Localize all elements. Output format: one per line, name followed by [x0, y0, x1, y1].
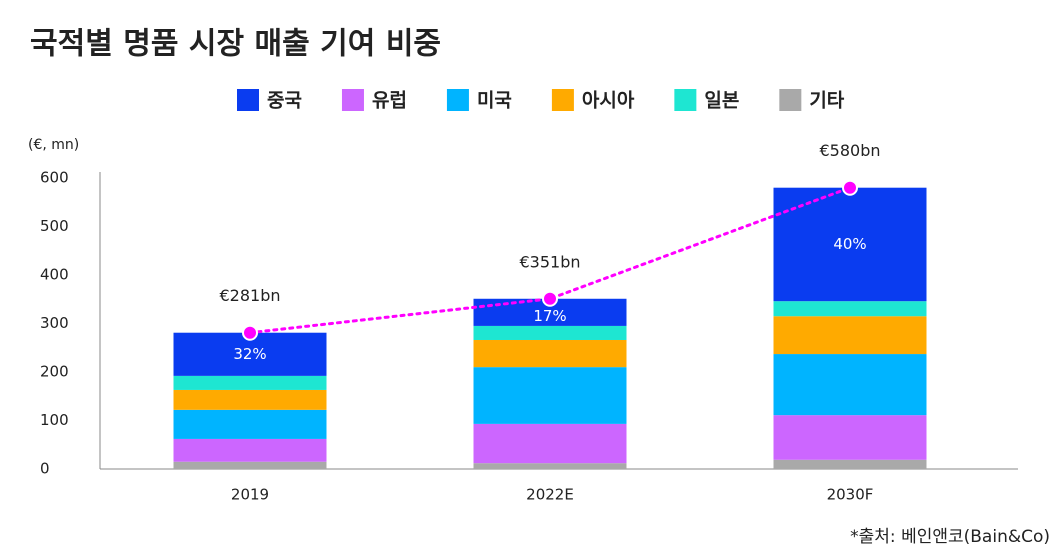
share-label: 40% — [833, 235, 866, 253]
y-tick-label: 300 — [40, 314, 69, 332]
legend-label: 미국 — [477, 90, 512, 112]
total-marker — [842, 179, 858, 196]
legend-swatch — [674, 89, 697, 111]
y-tick-label: 400 — [40, 266, 69, 284]
legend-label: 일본 — [704, 90, 739, 112]
share-label: 32% — [233, 345, 266, 363]
bar-segment — [473, 423, 627, 464]
bar-segment — [773, 316, 927, 355]
bar-segment — [173, 409, 327, 439]
total-label: €351bn — [519, 252, 580, 271]
legend-label: 기타 — [809, 90, 844, 112]
bar-segment — [773, 415, 927, 460]
total-marker — [542, 290, 558, 307]
legend-label: 아시아 — [582, 90, 635, 112]
y-axis-label: (€, mn) — [28, 137, 79, 153]
bar-segment — [773, 301, 927, 317]
legend-swatch — [779, 89, 802, 111]
total-marker — [242, 324, 258, 341]
bar-segment — [773, 459, 927, 469]
legend-swatch — [446, 89, 469, 111]
bar-segment — [773, 354, 927, 416]
x-tick-label: 2019 — [231, 486, 269, 504]
total-label: €580bn — [819, 141, 880, 160]
y-tick-label: 600 — [40, 169, 69, 187]
total-label: €281bn — [219, 286, 280, 305]
legend-swatch — [237, 89, 259, 111]
bar-segment — [473, 367, 627, 424]
bar-segment — [473, 325, 627, 340]
y-tick-label: 200 — [40, 363, 69, 381]
x-tick-label: 2022E — [526, 486, 574, 504]
bar-segment — [473, 463, 627, 469]
x-tick-label: 2030F — [827, 486, 874, 504]
bar-segment — [173, 389, 327, 410]
legend-swatch — [551, 89, 574, 111]
y-tick-label: 0 — [40, 460, 50, 478]
y-tick-label: 100 — [40, 411, 69, 429]
legend-swatch — [341, 89, 364, 111]
source: *출처: 베인앤코(Bain&Co) — [850, 527, 1050, 547]
y-tick-label: 500 — [40, 217, 69, 235]
bar-segment — [173, 438, 327, 462]
chart-title: 국적별 명품 시장 매출 기여 비중 — [30, 27, 441, 62]
legend-label: 중국 — [267, 90, 302, 112]
bar-segment — [173, 375, 327, 390]
share-label: 17% — [533, 307, 566, 325]
total-line — [248, 186, 852, 335]
bar-segment — [173, 461, 327, 469]
bar-segment — [473, 339, 627, 368]
legend-label: 유럽 — [372, 90, 407, 112]
